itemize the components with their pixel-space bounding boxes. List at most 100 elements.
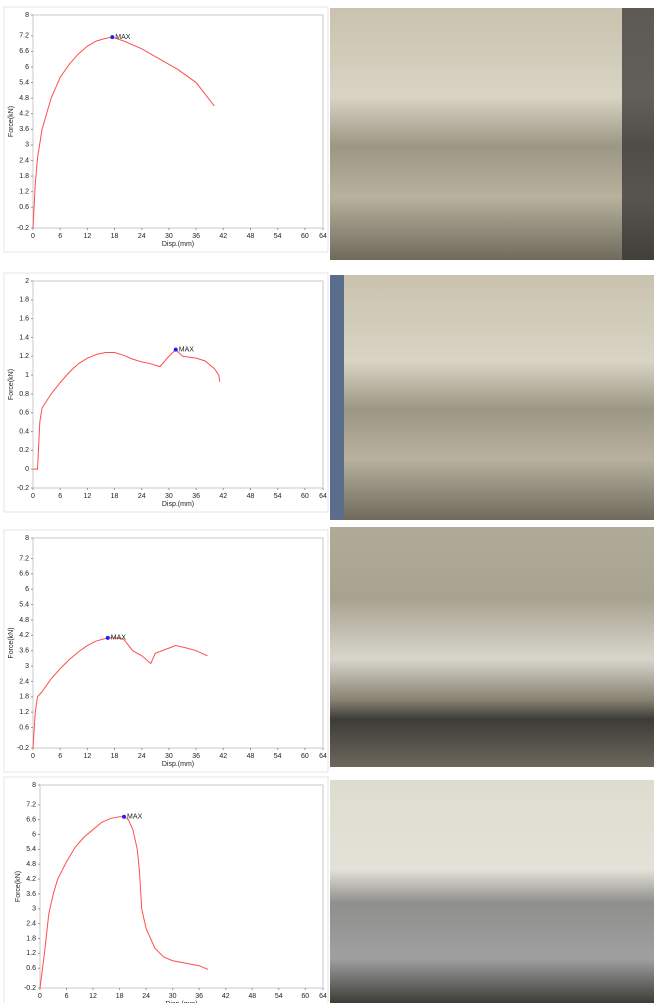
y-tick-label: 1.8 bbox=[19, 173, 29, 180]
y-tick-label: 0.4 bbox=[19, 428, 29, 435]
x-tick-label: 48 bbox=[248, 993, 256, 1000]
y-tick-label: 1.2 bbox=[19, 353, 29, 360]
x-tick-label: 48 bbox=[247, 753, 255, 760]
max-marker bbox=[122, 815, 126, 819]
x-tick-label: 24 bbox=[138, 493, 146, 500]
x-tick-label: 42 bbox=[219, 753, 227, 760]
y-tick-label: 1.6 bbox=[19, 315, 29, 322]
plot-area bbox=[33, 15, 323, 228]
photo bbox=[330, 780, 654, 1003]
x-axis-label: Disp.(mm) bbox=[162, 761, 194, 768]
y-tick-label: 1.4 bbox=[19, 334, 29, 341]
x-tick-label: 42 bbox=[219, 233, 227, 240]
y-axis-label: Force(kN) bbox=[8, 106, 15, 137]
y-tick-label: 1.8 bbox=[26, 935, 36, 942]
photo bbox=[330, 275, 654, 520]
plot-area bbox=[40, 785, 323, 988]
max-marker bbox=[106, 636, 110, 640]
x-tick-label: 60 bbox=[301, 993, 309, 1000]
x-tick-label: 48 bbox=[247, 233, 255, 240]
x-tick-label: 0 bbox=[31, 753, 35, 760]
y-tick-label: -0.2 bbox=[17, 225, 29, 232]
max-label: MAX bbox=[127, 814, 143, 821]
y-tick-label: 7.2 bbox=[26, 802, 36, 809]
x-tick-label: 18 bbox=[111, 493, 119, 500]
y-axis-label: Force(kN) bbox=[15, 871, 22, 902]
x-tick-label: 54 bbox=[274, 233, 282, 240]
y-tick-label: 0.6 bbox=[26, 965, 36, 972]
y-tick-label: 6.6 bbox=[26, 817, 36, 824]
y-tick-label: 1.8 bbox=[19, 297, 29, 304]
x-tick-label: 36 bbox=[192, 753, 200, 760]
y-tick-label: 6 bbox=[32, 831, 36, 838]
x-tick-label: 12 bbox=[83, 233, 91, 240]
x-tick-label: 64 bbox=[319, 233, 327, 240]
y-tick-label: 4.8 bbox=[19, 95, 29, 102]
y-tick-label: -0.2 bbox=[24, 985, 36, 992]
x-tick-label: 48 bbox=[247, 493, 255, 500]
y-tick-label: 0.2 bbox=[19, 447, 29, 454]
photo-edge bbox=[622, 8, 654, 260]
figure: -0.2 0.6 1.2 1.8 2.4 3 3.6 4.2 4.8 5.4 6 6.6 7.2 8 0 6 1… bbox=[0, 0, 654, 1003]
x-tick-label: 42 bbox=[222, 993, 230, 1000]
y-tick-label: 6 bbox=[25, 64, 29, 71]
x-tick-label: 24 bbox=[138, 753, 146, 760]
y-tick-label: 0.6 bbox=[19, 204, 29, 211]
y-tick-label: 2.4 bbox=[19, 678, 29, 685]
y-tick-label: 3.6 bbox=[19, 126, 29, 133]
max-marker bbox=[174, 348, 178, 352]
y-axis-label: Force(kN) bbox=[8, 627, 15, 658]
photo bbox=[330, 527, 654, 767]
y-tick-label: 8 bbox=[32, 782, 36, 789]
y-tick-label: 2.4 bbox=[19, 157, 29, 164]
x-tick-label: 60 bbox=[301, 753, 309, 760]
y-tick-label: 4.8 bbox=[19, 617, 29, 624]
y-tick-label: 4.2 bbox=[19, 111, 29, 118]
x-tick-label: 42 bbox=[219, 493, 227, 500]
y-tick-label: 0.8 bbox=[19, 391, 29, 398]
y-axis-label: Force(kN) bbox=[8, 369, 15, 400]
x-tick-label: 18 bbox=[111, 753, 119, 760]
y-tick-label: 0.6 bbox=[19, 410, 29, 417]
y-tick-label: 5.4 bbox=[19, 79, 29, 86]
x-tick-label: 64 bbox=[319, 753, 327, 760]
x-tick-label: 36 bbox=[192, 233, 200, 240]
x-tick-label: 60 bbox=[301, 233, 309, 240]
y-tick-label: 1.2 bbox=[19, 709, 29, 716]
x-tick-label: 30 bbox=[165, 493, 173, 500]
x-tick-label: 6 bbox=[58, 493, 62, 500]
y-tick-label: 3 bbox=[32, 906, 36, 913]
plot-area bbox=[33, 538, 323, 748]
x-tick-label: 6 bbox=[65, 993, 69, 1000]
y-tick-label: 3.6 bbox=[26, 891, 36, 898]
max-marker bbox=[110, 35, 114, 39]
x-tick-label: 18 bbox=[111, 233, 119, 240]
max-label: MAX bbox=[179, 347, 195, 354]
x-tick-label: 54 bbox=[274, 493, 282, 500]
x-axis-label: Disp.(mm) bbox=[162, 501, 194, 508]
x-tick-label: 60 bbox=[301, 493, 309, 500]
x-tick-label: 12 bbox=[83, 753, 91, 760]
x-tick-label: 54 bbox=[275, 993, 283, 1000]
x-tick-label: 64 bbox=[319, 493, 327, 500]
y-tick-label: 2 bbox=[25, 278, 29, 285]
y-tick-label: 1 bbox=[25, 372, 29, 379]
y-tick-label: 7.2 bbox=[19, 555, 29, 562]
y-tick-label: 6 bbox=[25, 586, 29, 593]
y-tick-label: 1.2 bbox=[26, 950, 36, 957]
y-tick-label: 4.2 bbox=[26, 876, 36, 883]
y-tick-label: 3 bbox=[25, 663, 29, 670]
x-axis-label: Disp.(mm) bbox=[162, 241, 194, 248]
x-tick-label: 6 bbox=[58, 233, 62, 240]
y-tick-label: -0.2 bbox=[17, 745, 29, 752]
y-tick-label: 3 bbox=[25, 142, 29, 149]
x-tick-label: 24 bbox=[142, 993, 150, 1000]
x-tick-label: 30 bbox=[165, 233, 173, 240]
x-tick-label: 6 bbox=[58, 753, 62, 760]
y-tick-label: -0.2 bbox=[17, 485, 29, 492]
x-tick-label: 36 bbox=[192, 493, 200, 500]
x-tick-label: 30 bbox=[169, 993, 177, 1000]
x-tick-label: 0 bbox=[38, 993, 42, 1000]
plot-area bbox=[33, 281, 323, 488]
y-tick-label: 5.4 bbox=[19, 601, 29, 608]
